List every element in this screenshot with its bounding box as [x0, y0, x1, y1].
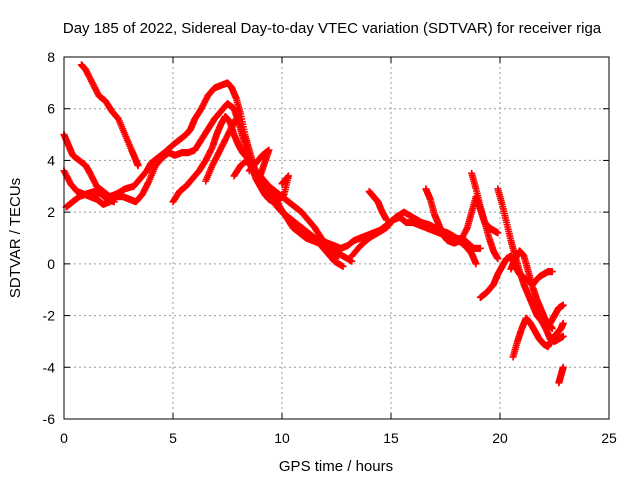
series-trace-6 [202, 115, 240, 185]
data-point-marker [472, 260, 480, 268]
y-tick-label: 2 [47, 204, 55, 220]
data-point-marker [383, 216, 391, 224]
chart-title: Day 185 of 2022, Sidereal Day-to-day VTE… [63, 20, 602, 37]
data-point-marker [134, 162, 142, 170]
data-point-marker [548, 268, 556, 276]
plot-frame [63, 56, 610, 420]
series-trace-4 [62, 187, 118, 211]
axis-ticks: 0 5 10 15 20 25 -6 -4 -2 0 2 4 6 8 [43, 49, 617, 446]
data-point-marker [494, 255, 502, 263]
series-trace-17 [509, 314, 567, 361]
series-trace-1 [77, 61, 142, 170]
y-tick-label: 6 [47, 101, 55, 117]
data-point-marker [548, 325, 556, 332]
y-tick-label: 0 [47, 256, 55, 272]
grid-lines [64, 57, 609, 419]
x-tick-label: 10 [274, 430, 290, 446]
x-tick-label: 15 [383, 430, 399, 446]
x-tick-label: 20 [492, 430, 508, 446]
data-point-marker [476, 244, 484, 252]
data-point-marker [339, 262, 347, 270]
x-tick-label: 5 [169, 430, 177, 446]
y-tick-label: -2 [43, 308, 56, 324]
data-point-marker [559, 301, 567, 309]
series-trace-18 [531, 301, 556, 332]
series-trace-10 [348, 208, 484, 260]
series-trace-13 [468, 169, 502, 263]
series-trace-19 [555, 363, 567, 387]
data-point-marker [278, 180, 286, 188]
series-trace-9 [263, 182, 347, 270]
data-point-marker [232, 115, 240, 123]
series-trace-11 [365, 187, 391, 224]
data-point-marker [559, 363, 567, 371]
data-point-marker [110, 198, 118, 206]
y-tick-label: -6 [43, 411, 56, 427]
data-point-marker [559, 332, 567, 340]
data-point-marker [559, 319, 567, 327]
y-axis-title: SDTVAR / TECUs [7, 178, 24, 298]
series-trace-2 [60, 79, 480, 268]
data-point-marker [279, 179, 287, 187]
x-axis-title: GPS time / hours [279, 458, 393, 475]
data-points [60, 61, 567, 387]
x-tick-label: 0 [60, 430, 68, 446]
x-tick-label: 25 [601, 430, 617, 446]
data-point-marker [494, 229, 502, 237]
data-point-marker [256, 172, 264, 180]
y-tick-label: -4 [43, 359, 56, 375]
y-tick-label: 4 [47, 152, 55, 168]
series-trace-8 [245, 146, 273, 180]
y-tick-label: 8 [47, 49, 55, 65]
